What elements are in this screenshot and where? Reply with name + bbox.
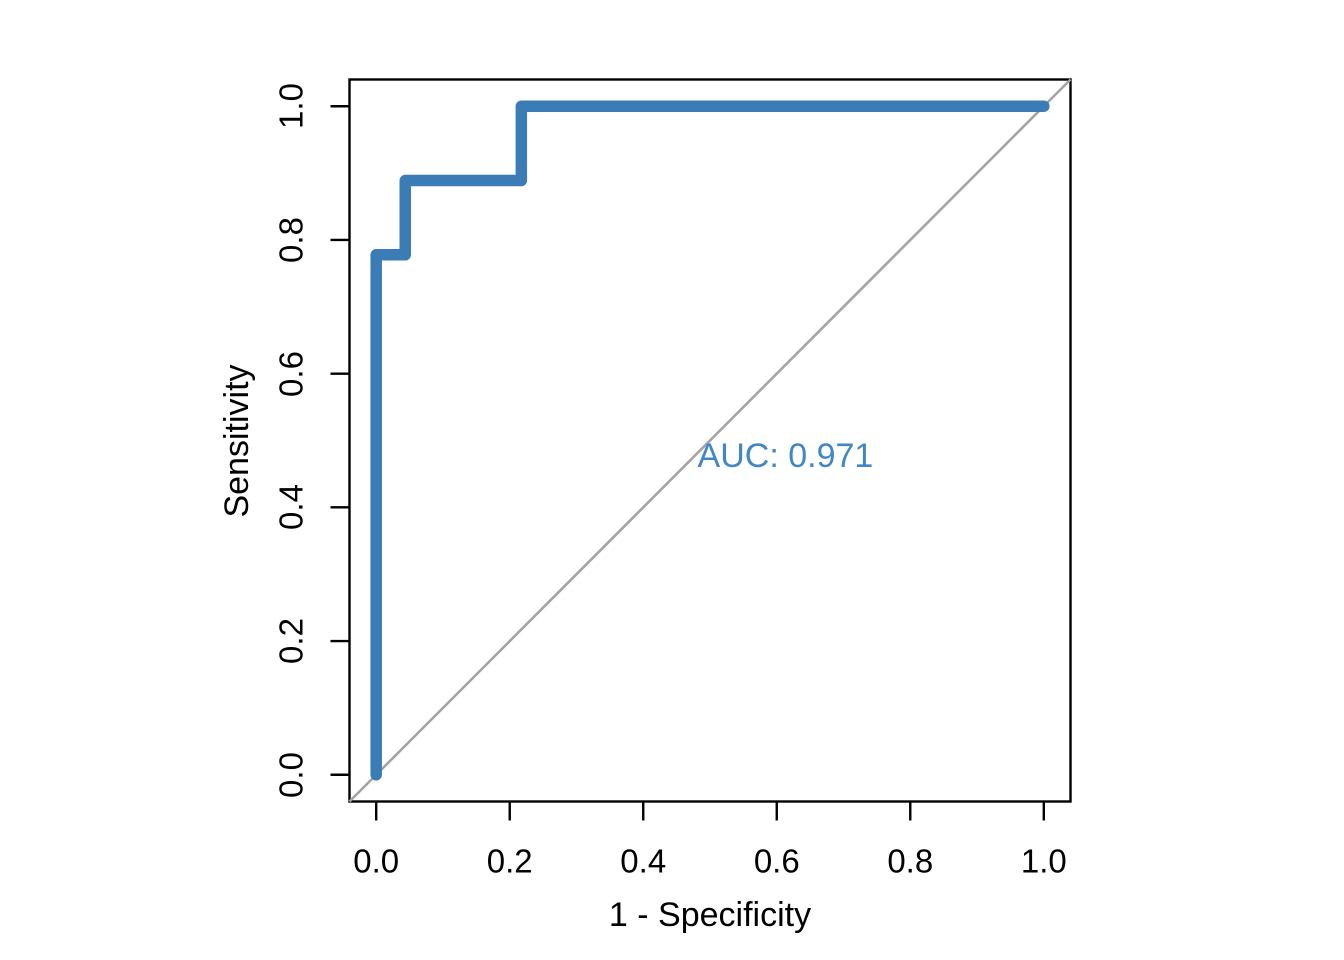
y-axis-title: Sensitivity (218, 363, 256, 518)
y-tick-label: 0.8 (272, 217, 310, 263)
axis-ticks (330, 105, 1045, 821)
x-tick-label: 0.0 (353, 842, 400, 880)
x-tick-label: 0.2 (486, 842, 533, 880)
x-tick-label: 0.6 (753, 842, 800, 880)
y-tick-label: 0.4 (272, 484, 310, 531)
x-tick-label: 0.4 (620, 842, 667, 880)
y-tick-label: 0.2 (272, 618, 310, 664)
y-tick-label: 1.0 (272, 83, 310, 130)
y-tick-label: 0.6 (272, 350, 310, 397)
x-axis-title: 1 - Specificity (608, 896, 812, 934)
y-tick-label: 0.0 (272, 751, 310, 798)
x-tick-label: 1.0 (1020, 842, 1067, 880)
auc-annotation: AUC: 0.971 (697, 436, 874, 475)
roc-curve (370, 100, 1050, 781)
chance-diagonal-line (348, 78, 1072, 803)
x-tick-label: 0.8 (887, 842, 934, 880)
plot-box (348, 78, 1072, 803)
